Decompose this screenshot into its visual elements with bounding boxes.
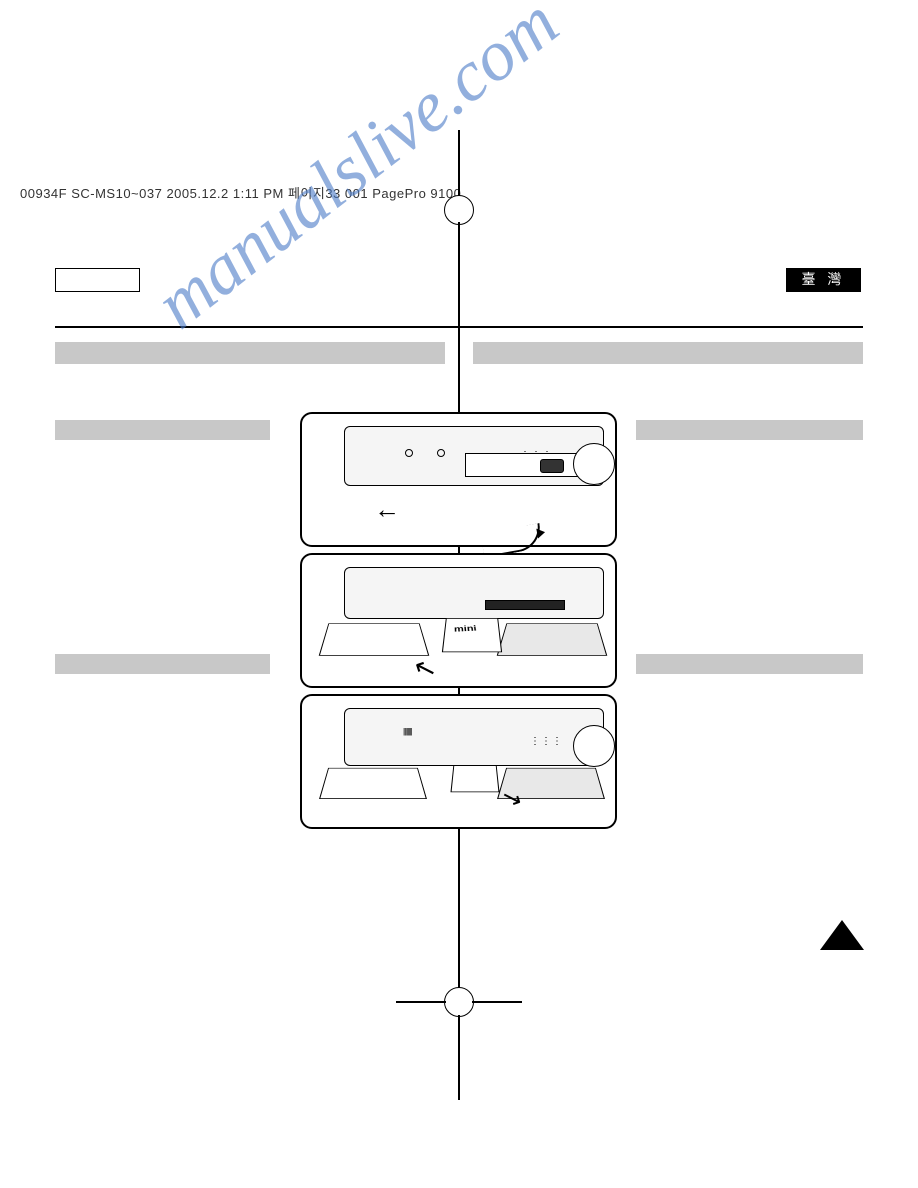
mode-dial-icon xyxy=(573,725,615,767)
figure-eject-card: |||||||| ↖ xyxy=(300,694,617,829)
doc-header-stamp: 00934F SC-MS10~037 2005.12.2 1:11 PM 페이지… xyxy=(20,183,461,202)
horizontal-rule xyxy=(55,326,863,328)
watermark-text: manualslive.com xyxy=(140,0,574,345)
page-continue-triangle-icon xyxy=(820,920,864,950)
camera-body-icon: |||||||| xyxy=(344,708,604,766)
sd-card-icon xyxy=(450,765,499,792)
cover-flap-left-icon xyxy=(319,623,430,655)
latch-icon xyxy=(540,459,564,473)
card-label: mini xyxy=(454,624,477,634)
cover-flap-right-icon xyxy=(497,623,608,655)
crop-mark-top-below xyxy=(458,222,460,330)
port-icon xyxy=(405,449,413,457)
camera-body-icon xyxy=(344,567,604,619)
crop-horizontal-right xyxy=(472,1001,522,1003)
figure-insert-card: mini ↖ xyxy=(300,553,617,688)
subsection-left-1 xyxy=(55,420,270,440)
section-header-right xyxy=(473,342,863,364)
crop-horizontal-left xyxy=(396,1001,446,1003)
sd-card-icon xyxy=(442,618,502,652)
slide-arrow-icon: ← xyxy=(374,494,400,525)
language-tag-left xyxy=(55,268,140,292)
crop-register-bottom xyxy=(444,987,474,1017)
insert-arrow-icon: ↖ xyxy=(410,650,440,686)
camera-body-icon: C€ xyxy=(344,426,604,486)
mode-dial-icon xyxy=(573,443,615,485)
language-tag-right: 臺 灣 xyxy=(786,268,861,292)
section-header-left xyxy=(55,342,445,364)
subsection-left-2 xyxy=(55,654,270,674)
subsection-right-1 xyxy=(636,420,863,440)
crop-mark-top xyxy=(458,130,460,200)
speaker-grille-icon xyxy=(530,731,558,747)
card-slot-icon xyxy=(485,600,565,610)
crop-mark-bottom-above xyxy=(458,830,460,995)
crop-mark-bottom xyxy=(458,1015,460,1100)
figure-open-cover: C€ ← xyxy=(300,412,617,547)
port-icon xyxy=(437,449,445,457)
grip-texture-icon: |||||||| xyxy=(403,727,412,736)
subsection-right-2 xyxy=(636,654,863,674)
crop-register-top xyxy=(444,195,474,225)
cover-flap-left-icon xyxy=(319,768,427,799)
